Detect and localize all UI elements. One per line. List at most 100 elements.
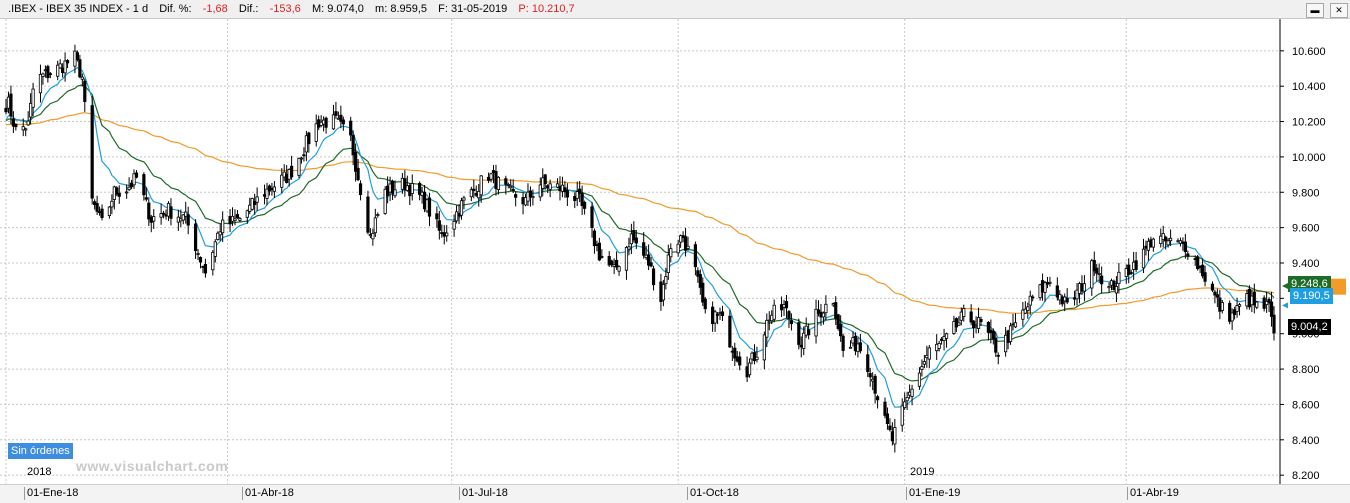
- candle-body: [597, 242, 601, 261]
- candle-body: [1077, 283, 1082, 294]
- candle-body: [747, 362, 752, 376]
- candle-body: [873, 375, 877, 394]
- candle-body: [1129, 272, 1133, 274]
- candle-body: [681, 235, 685, 238]
- candle-body: [494, 171, 498, 189]
- candle-body: [575, 191, 579, 199]
- candle-body: [543, 174, 547, 185]
- candle-body: [112, 186, 116, 200]
- candle-body: [770, 314, 774, 322]
- candle-body: [590, 206, 594, 229]
- candle-body: [1196, 256, 1200, 270]
- candle-body: [728, 315, 732, 348]
- candle-body: [925, 354, 929, 358]
- candle-body: [314, 123, 318, 142]
- candle-body: [9, 93, 13, 117]
- candle-body: [851, 337, 855, 344]
- candle-body: [1228, 302, 1232, 322]
- chart-header: .IBEX - IBEX 35 INDEX - 1 d Dif. %: -1,6…: [0, 0, 1350, 19]
- candle-body: [1210, 283, 1215, 291]
- candle-body: [267, 185, 272, 192]
- candle-body: [403, 178, 407, 190]
- candle-body: [807, 329, 811, 336]
- candle-body: [184, 211, 188, 217]
- candle-body: [531, 196, 535, 199]
- candle-body: [624, 247, 629, 271]
- candle-body: [767, 319, 771, 322]
- candle-body: [979, 319, 983, 322]
- date-value: F: 31-05-2019: [438, 3, 508, 15]
- candle-body: [250, 198, 254, 210]
- candle-body: [509, 185, 513, 189]
- candle-body: [679, 235, 683, 243]
- candle-body: [56, 64, 60, 77]
- candle-body: [959, 311, 963, 321]
- candle-body: [400, 177, 405, 190]
- candle-body: [1265, 300, 1269, 306]
- candle-body: [853, 335, 858, 352]
- candle-body: [24, 128, 28, 131]
- candle-body: [1008, 325, 1013, 342]
- price-chart[interactable]: 10.600 10.400 10.200 10.000 9.800 9.600 9.400 9…: [0, 19, 1350, 484]
- candle-body: [969, 311, 973, 323]
- candle-body: [339, 114, 343, 122]
- candle-body: [698, 274, 702, 288]
- candle-body: [203, 263, 208, 274]
- candle-body: [610, 260, 614, 265]
- candle-body: [4, 107, 8, 113]
- candle-body: [1215, 294, 1219, 298]
- candle-body: [848, 346, 853, 349]
- candle-body: [935, 343, 939, 352]
- candle-body: [454, 211, 459, 222]
- candle-body: [1247, 288, 1251, 308]
- candle-body: [331, 114, 336, 130]
- candle-body: [43, 69, 47, 72]
- candle-body: [917, 372, 922, 387]
- candle-body: [1168, 237, 1173, 242]
- candle-body: [383, 188, 387, 214]
- candle-body: [196, 253, 200, 255]
- candle-body: [1141, 248, 1146, 269]
- candle-body: [1031, 296, 1035, 299]
- candle-body: [142, 174, 146, 196]
- candle-body: [779, 304, 784, 311]
- minimize-button[interactable]: ▬: [1305, 3, 1324, 18]
- candle-body: [1055, 285, 1059, 298]
- symbol-label: .IBEX - IBEX 35 INDEX - 1 d: [8, 3, 149, 15]
- date-label: 01-Ene-19: [906, 487, 960, 500]
- candle-body: [48, 73, 52, 76]
- candle-body: [129, 182, 134, 188]
- close-button[interactable]: ✕: [1330, 3, 1348, 18]
- candle-body: [290, 165, 294, 178]
- candle-body: [1161, 233, 1165, 240]
- candle-body: [504, 178, 508, 185]
- candle-body: [651, 268, 656, 286]
- candle-body: [1183, 241, 1187, 253]
- candle-body: [1045, 281, 1050, 285]
- last-price-badge: 9.004,2: [1288, 319, 1331, 335]
- candle-body: [144, 197, 148, 200]
- candle-body: [457, 213, 461, 217]
- candle-body: [629, 233, 633, 245]
- candle-body: [479, 175, 483, 196]
- candle-body: [100, 208, 104, 218]
- candle-body: [903, 401, 907, 409]
- candle-body: [1235, 305, 1239, 312]
- dif-label: Dif.:: [238, 3, 259, 15]
- candle-body: [666, 254, 670, 273]
- candle-body: [580, 192, 584, 207]
- candle-body: [1193, 258, 1197, 260]
- candle-body: [358, 183, 363, 195]
- candle-body: [664, 276, 668, 285]
- candle-body: [883, 401, 887, 416]
- candle-body: [474, 193, 478, 196]
- candle-body: [422, 191, 427, 210]
- candle-body: [986, 321, 990, 333]
- candle-body: [213, 241, 217, 257]
- candle-body: [738, 356, 742, 366]
- candle-body: [789, 320, 794, 325]
- window-controls: ▬ ✕: [1303, 1, 1348, 18]
- candle-body: [336, 117, 340, 120]
- candle-body: [954, 318, 958, 328]
- candle-body: [994, 337, 998, 353]
